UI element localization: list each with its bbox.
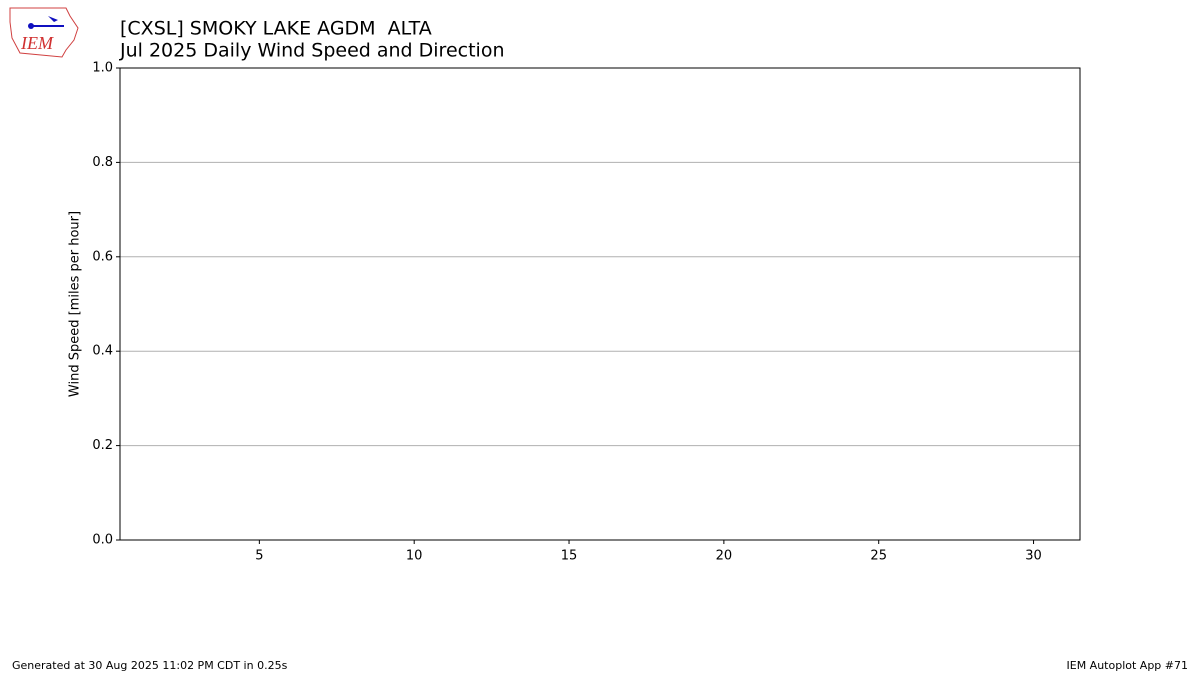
footer-left: Generated at 30 Aug 2025 11:02 PM CDT in…	[12, 659, 288, 672]
logo: IEM	[9, 7, 79, 58]
footer-right: IEM Autoplot App #71	[1067, 659, 1189, 672]
y-tick-label: 0.6	[92, 249, 113, 264]
x-tick-label: 10	[406, 549, 423, 564]
y-tick-label: 1.0	[92, 61, 113, 76]
logo-text: IEM	[20, 33, 54, 53]
x-tick-label: 25	[870, 549, 887, 564]
y-tick-label: 0.0	[92, 533, 113, 548]
logo-flag	[48, 16, 58, 22]
x-tick-label: 30	[1025, 549, 1042, 564]
logo-dot	[28, 23, 34, 29]
x-tick-label: 20	[716, 549, 733, 564]
y-tick-label: 0.4	[92, 344, 113, 359]
y-tick-label: 0.8	[92, 155, 113, 170]
plot-frame	[119, 67, 1081, 541]
y-axis-label: Wind Speed [miles per hour]	[68, 211, 83, 397]
chart-title: [CXSL] SMOKY LAKE AGDM ALTA	[120, 18, 432, 40]
x-tick-label: 15	[561, 549, 578, 564]
x-tick-label: 5	[255, 549, 263, 564]
y-tick-label: 0.2	[92, 438, 113, 453]
chart-subtitle: Jul 2025 Daily Wind Speed and Direction	[119, 40, 504, 62]
logo-outline	[9, 7, 79, 58]
